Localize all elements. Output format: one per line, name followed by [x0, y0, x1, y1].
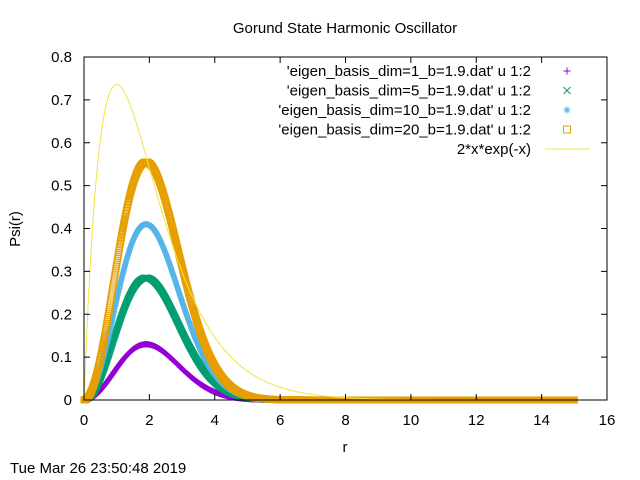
series-3: [81, 221, 578, 403]
series-2: [80, 274, 578, 404]
chart-title: Gorund State Harmonic Oscillator: [233, 20, 457, 37]
series-1: [81, 341, 578, 403]
